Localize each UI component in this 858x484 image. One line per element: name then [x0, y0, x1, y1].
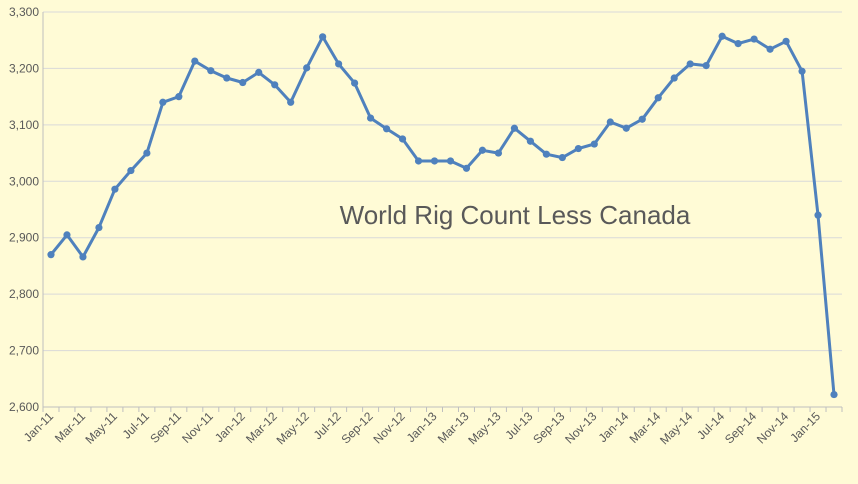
data-point [271, 81, 279, 89]
data-point [191, 57, 199, 65]
data-point [175, 93, 183, 101]
x-tick-label: Mar-13 [435, 409, 472, 446]
y-tick-label: 3,200 [9, 61, 39, 75]
x-tick-label: May-11 [82, 409, 120, 447]
data-point [159, 98, 167, 106]
data-point [446, 157, 455, 165]
y-tick-label: 3,300 [9, 5, 39, 19]
data-point [590, 140, 598, 148]
x-tick-label: Mar-12 [243, 409, 280, 446]
y-tick-label: 2,900 [9, 231, 39, 245]
data-point [542, 150, 550, 158]
x-tick-label: Nov-14 [754, 409, 791, 446]
x-tick-label: Jan-11 [21, 409, 56, 444]
data-point [734, 40, 742, 48]
data-point [95, 223, 103, 232]
x-tick-label: Jan-12 [212, 409, 248, 445]
data-point [143, 149, 151, 157]
x-tick-label: Nov-11 [179, 409, 216, 446]
x-tick-label: May-14 [657, 409, 695, 447]
data-point [462, 164, 471, 172]
data-point [127, 166, 135, 175]
data-point [351, 79, 359, 87]
data-point [287, 98, 295, 106]
data-point [207, 67, 215, 75]
x-tick-label: Nov-13 [562, 409, 599, 446]
data-point [398, 135, 407, 143]
data-point [622, 124, 630, 132]
x-tick-label: Jan-13 [404, 409, 440, 445]
x-tick-label: Mar-14 [627, 409, 664, 446]
data-point [47, 251, 55, 259]
data-point [670, 74, 678, 82]
x-tick-label: Jan-15 [787, 409, 823, 445]
data-point [111, 185, 119, 193]
y-axis-tick-labels: 2,600 2,700 2,800 2,900 3,000 3,100 3,200 3,300 [9, 5, 39, 414]
data-point [366, 114, 375, 122]
data-point [255, 68, 263, 76]
x-tick-label: Sep-11 [147, 409, 184, 446]
data-point [382, 125, 391, 133]
data-point [798, 67, 806, 75]
data-point [558, 153, 566, 162]
x-tick-label: Mar-11 [52, 409, 88, 445]
y-tick-label: 3,100 [9, 118, 39, 132]
data-point [430, 157, 439, 165]
gridlines [43, 11, 842, 352]
data-point [478, 146, 487, 154]
data-point [63, 231, 71, 239]
data-point [414, 157, 423, 165]
data-point [766, 45, 774, 53]
y-tick-label: 2,800 [9, 287, 39, 301]
data-point [335, 60, 343, 68]
x-tick-label: Nov-12 [370, 409, 407, 446]
data-point [79, 253, 87, 261]
axes [42, 12, 843, 412]
x-tick-label: Sep-13 [530, 409, 567, 446]
x-tick-label: Sep-12 [338, 409, 375, 446]
chart-title: World Rig Count Less Canada [340, 200, 691, 230]
x-tick-label: Jan-14 [596, 409, 632, 445]
data-point [686, 60, 694, 68]
data-point [494, 149, 503, 157]
data-point [526, 137, 534, 145]
data-point [718, 32, 726, 40]
x-tick-label: May-12 [274, 409, 312, 447]
data-series [47, 32, 838, 399]
data-point [638, 115, 646, 123]
data-point [702, 62, 710, 70]
data-point [830, 390, 838, 399]
data-point [814, 211, 822, 219]
data-point [654, 94, 662, 102]
data-point [510, 124, 519, 132]
data-point [239, 78, 247, 87]
data-point [782, 37, 790, 45]
x-tick-label: Sep-14 [722, 409, 759, 446]
data-point [223, 74, 231, 82]
data-point [574, 144, 582, 153]
data-point [319, 33, 327, 41]
x-tick-label: May-13 [465, 409, 503, 447]
data-point [606, 118, 614, 126]
data-point [750, 35, 758, 43]
data-point [303, 64, 311, 72]
y-tick-label: 3,000 [9, 174, 39, 188]
y-tick-label: 2,600 [9, 400, 39, 414]
y-tick-label: 2,700 [9, 344, 39, 358]
